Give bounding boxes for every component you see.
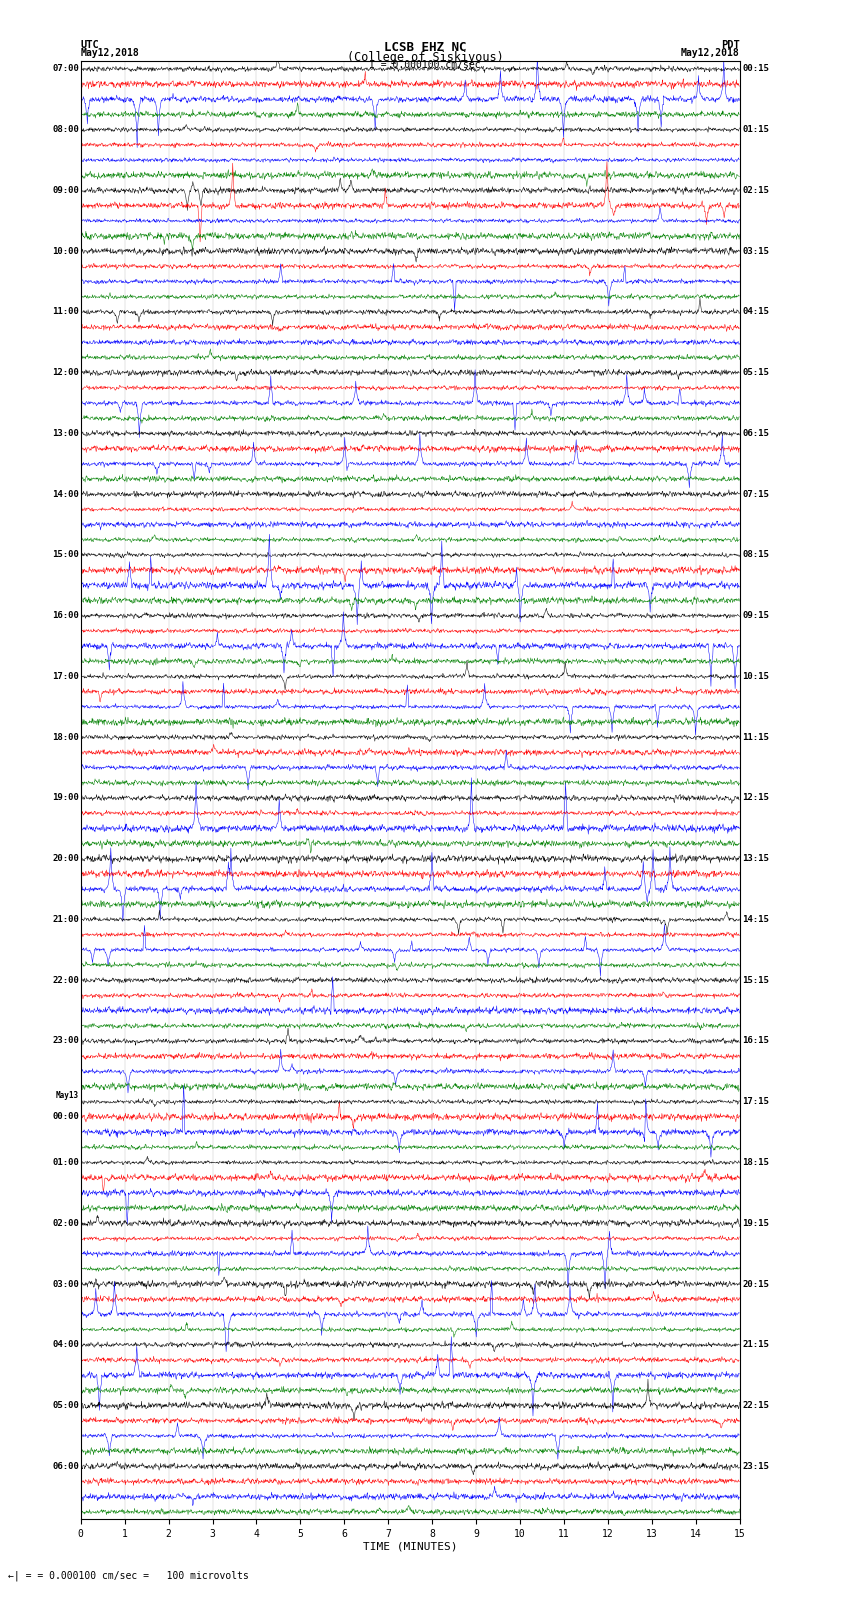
Text: ←| = = 0.000100 cm/sec =   100 microvolts: ←| = = 0.000100 cm/sec = 100 microvolts xyxy=(8,1569,249,1581)
Text: 21:00: 21:00 xyxy=(52,915,79,924)
Text: 00:00: 00:00 xyxy=(52,1113,79,1121)
Text: May12,2018: May12,2018 xyxy=(81,48,139,58)
Text: 13:15: 13:15 xyxy=(742,855,769,863)
Text: 02:00: 02:00 xyxy=(52,1219,79,1227)
Text: 08:00: 08:00 xyxy=(52,126,79,134)
Text: 23:15: 23:15 xyxy=(742,1461,769,1471)
Text: 01:00: 01:00 xyxy=(52,1158,79,1166)
Text: UTC: UTC xyxy=(81,39,99,50)
Text: 03:00: 03:00 xyxy=(52,1279,79,1289)
Text: PDT: PDT xyxy=(721,39,740,50)
Text: 02:15: 02:15 xyxy=(742,185,769,195)
Text: 03:15: 03:15 xyxy=(742,247,769,255)
Text: 12:15: 12:15 xyxy=(742,794,769,802)
Text: May13: May13 xyxy=(56,1090,79,1100)
Text: 19:00: 19:00 xyxy=(52,794,79,802)
Text: 16:15: 16:15 xyxy=(742,1037,769,1045)
Text: 11:15: 11:15 xyxy=(742,732,769,742)
Text: 05:00: 05:00 xyxy=(52,1402,79,1410)
Text: 19:15: 19:15 xyxy=(742,1219,769,1227)
Text: 06:15: 06:15 xyxy=(742,429,769,437)
Text: (College of Siskiyous): (College of Siskiyous) xyxy=(347,50,503,65)
Text: 18:15: 18:15 xyxy=(742,1158,769,1166)
Text: 01:15: 01:15 xyxy=(742,126,769,134)
Text: 17:15: 17:15 xyxy=(742,1097,769,1107)
Text: 10:00: 10:00 xyxy=(52,247,79,255)
Text: May12,2018: May12,2018 xyxy=(681,48,740,58)
Text: 23:00: 23:00 xyxy=(52,1037,79,1045)
Text: 04:15: 04:15 xyxy=(742,308,769,316)
Text: 18:00: 18:00 xyxy=(52,732,79,742)
Text: 09:00: 09:00 xyxy=(52,185,79,195)
Text: 07:15: 07:15 xyxy=(742,490,769,498)
Text: 09:15: 09:15 xyxy=(742,611,769,619)
Text: 04:00: 04:00 xyxy=(52,1340,79,1348)
Text: 14:00: 14:00 xyxy=(52,490,79,498)
Text: 22:00: 22:00 xyxy=(52,976,79,984)
Text: 20:15: 20:15 xyxy=(742,1279,769,1289)
Text: 15:00: 15:00 xyxy=(52,550,79,560)
Text: 21:15: 21:15 xyxy=(742,1340,769,1348)
Text: 12:00: 12:00 xyxy=(52,368,79,377)
Text: 10:15: 10:15 xyxy=(742,673,769,681)
Text: 20:00: 20:00 xyxy=(52,855,79,863)
Text: LCSB EHZ NC: LCSB EHZ NC xyxy=(383,40,467,55)
Text: 15:15: 15:15 xyxy=(742,976,769,984)
Text: 17:00: 17:00 xyxy=(52,673,79,681)
X-axis label: TIME (MINUTES): TIME (MINUTES) xyxy=(363,1542,457,1552)
Text: 08:15: 08:15 xyxy=(742,550,769,560)
Text: 14:15: 14:15 xyxy=(742,915,769,924)
Text: 13:00: 13:00 xyxy=(52,429,79,437)
Text: 06:00: 06:00 xyxy=(52,1461,79,1471)
Text: 05:15: 05:15 xyxy=(742,368,769,377)
Text: 11:00: 11:00 xyxy=(52,308,79,316)
Text: I = 0.000100 cm/sec: I = 0.000100 cm/sec xyxy=(369,60,481,69)
Text: 16:00: 16:00 xyxy=(52,611,79,619)
Text: 22:15: 22:15 xyxy=(742,1402,769,1410)
Text: 07:00: 07:00 xyxy=(52,65,79,73)
Text: 00:15: 00:15 xyxy=(742,65,769,73)
